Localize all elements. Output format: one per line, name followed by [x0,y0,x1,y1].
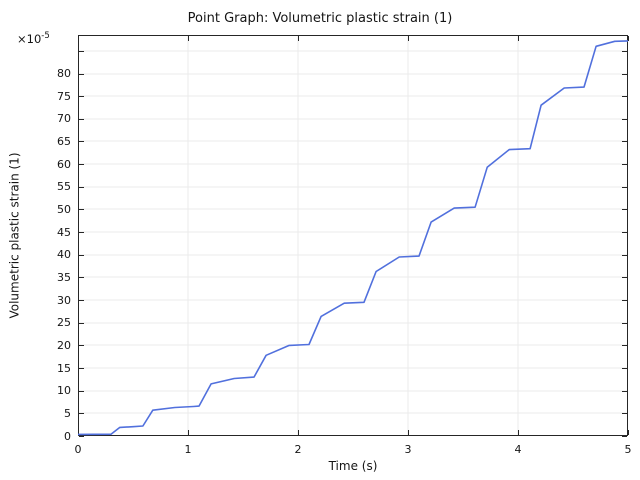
y-tick-label: 0 [64,429,71,443]
y-tick-label: 15 [57,361,71,375]
y-tick-label: 10 [57,384,71,398]
x-tick-label: 5 [624,443,632,456]
y-tick-label: 80 [57,67,71,80]
x-tick-label: 1 [184,443,192,456]
y-tick-label: 25 [57,316,71,330]
y-tick-label: 65 [57,134,71,148]
data-curve [77,40,629,436]
y-tick-label: 50 [57,202,71,216]
x-tick-label: 2 [294,443,302,456]
y-tick-label: 40 [57,248,71,262]
plot-frame [78,35,628,436]
chart-title: Point Graph: Volumetric plastic strain (… [187,11,453,26]
y-tick-label: 60 [57,157,71,171]
y-tick-label: 55 [57,180,71,194]
y-tick-label: 70 [57,112,71,126]
y-tick-label: 5 [64,406,71,420]
x-tick-label: 3 [404,443,412,456]
x-axis-label: Time (s) [328,459,378,473]
x-tick-label: 0 [74,443,82,456]
y-axis-multiplier-exponent: -5 [41,31,50,41]
y-tick-label: 45 [57,225,71,239]
gridlines [78,35,628,436]
y-axis-multiplier-base: ×10 [17,31,42,46]
x-tick-label: 4 [514,443,522,456]
y-tick-label: 75 [57,89,71,103]
y-tick-label: 35 [57,270,71,284]
axis-ticks [78,36,629,437]
y-axis-multiplier: ×10-5 [17,31,50,46]
y-tick-label: 20 [57,338,71,352]
y-tick-label: 30 [57,293,71,307]
